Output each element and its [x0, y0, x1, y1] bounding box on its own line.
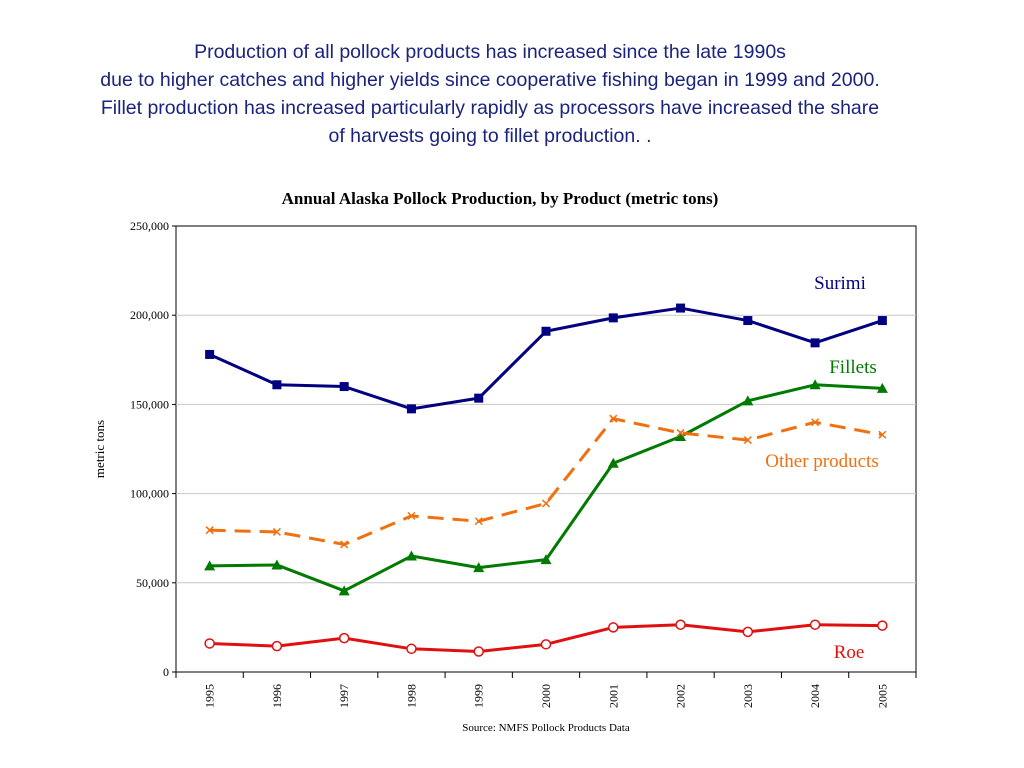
y-axis: 0 50,000 100,000 150,000 200,000 250,000 — [130, 219, 176, 679]
data-point-fillets — [675, 431, 687, 442]
data-point-roe — [338, 632, 350, 644]
headline-line-1: Production of all pollock products has i… — [194, 41, 786, 63]
data-point-fillets — [473, 562, 485, 573]
data-point-other-products — [272, 527, 281, 536]
data-point-surimi — [339, 382, 349, 392]
data-point-surimi — [541, 326, 551, 336]
x-tick-label: 1997 — [337, 684, 351, 708]
data-point-roe — [675, 619, 686, 630]
series-labels: Surimi Fillets Other products Roe — [765, 273, 878, 663]
headline-line-3: Fillet production has increased particul… — [100, 97, 880, 119]
slide-headline: Production of all pollock products has i… — [0, 38, 980, 150]
data-point-surimi — [608, 313, 618, 323]
x-tick-label: 2005 — [875, 684, 889, 708]
series-label-fillets: Fillets — [829, 357, 877, 378]
y-tick-label: 0 — [163, 665, 169, 679]
x-tick-label: 2000 — [539, 684, 553, 708]
x-tick-label: 2001 — [606, 684, 620, 708]
data-point-fillets — [338, 585, 350, 596]
y-tick-label: 250,000 — [130, 219, 169, 233]
source-note: Source: NMFS Pollock Products Data — [462, 722, 630, 734]
data-point-other-products — [811, 418, 820, 427]
data-point-other-products — [541, 499, 551, 508]
y-tick-label: 100,000 — [130, 487, 169, 501]
data-point-other-products — [205, 526, 214, 535]
series-label-roe: Roe — [834, 642, 865, 663]
data-point-roe — [406, 643, 417, 655]
y-tick-label: 50,000 — [136, 576, 169, 590]
data-point-other-products — [743, 436, 752, 445]
data-point-surimi — [205, 349, 215, 359]
headline-line-2: due to higher catches and higher yields … — [100, 69, 880, 91]
data-point-surimi — [406, 404, 416, 414]
series — [204, 303, 888, 657]
data-point-roe — [809, 619, 821, 630]
x-tick-label: 2002 — [674, 684, 688, 708]
data-point-other-products — [878, 430, 887, 439]
plot-area — [175, 225, 917, 673]
series-label-other-products: Other products — [765, 451, 878, 472]
x-axis: 1995 1996 1997 1998 1999 2000 2001 2002 2003 2004… — [175, 672, 917, 708]
data-point-roe — [271, 640, 283, 652]
y-tick-label: 200,000 — [130, 308, 169, 322]
y-axis-label: metric tons — [92, 420, 107, 478]
data-point-other-products — [340, 540, 349, 549]
x-tick-label: 1996 — [270, 684, 284, 708]
x-tick-label: 2004 — [808, 684, 822, 708]
data-point-fillets — [809, 379, 821, 390]
series-fillets — [204, 379, 888, 596]
data-point-roe — [608, 622, 619, 633]
data-point-roe — [204, 638, 215, 649]
data-point-surimi — [676, 303, 686, 313]
series-label-surimi: Surimi — [814, 273, 866, 294]
x-tick-label: 1995 — [203, 684, 217, 708]
data-point-other-products — [609, 414, 618, 423]
data-point-surimi — [474, 393, 484, 403]
data-point-fillets — [271, 559, 283, 570]
data-point-fillets — [540, 554, 552, 565]
series-roe — [204, 619, 888, 657]
data-point-roe — [540, 639, 552, 650]
y-tick-label: 150,000 — [130, 397, 169, 411]
data-point-fillets — [742, 395, 754, 406]
data-point-roe — [877, 620, 888, 631]
gridlines — [176, 314, 916, 584]
data-point-fillets — [607, 457, 619, 468]
data-point-roe — [473, 646, 484, 657]
x-tick-label: 2003 — [741, 684, 755, 708]
data-point-fillets — [204, 560, 216, 571]
series-other-products — [205, 414, 887, 549]
data-point-surimi — [877, 316, 887, 326]
series-surimi — [205, 303, 887, 414]
data-point-surimi — [810, 338, 820, 348]
data-point-other-products — [407, 511, 416, 520]
data-point-roe — [742, 626, 754, 638]
chart-title: Annual Alaska Pollock Production, by Pro… — [282, 189, 719, 208]
series-line-other-products — [209, 417, 883, 546]
data-point-surimi — [272, 380, 282, 390]
x-tick-label: 1998 — [404, 684, 418, 708]
x-tick-label: 1999 — [472, 684, 486, 708]
data-point-fillets — [876, 382, 888, 393]
headline-line-4: of harvests going to fillet production. … — [328, 125, 652, 147]
data-point-other-products — [676, 428, 685, 437]
data-point-fillets — [405, 550, 417, 561]
data-point-other-products — [474, 517, 483, 526]
data-point-surimi — [743, 316, 753, 326]
